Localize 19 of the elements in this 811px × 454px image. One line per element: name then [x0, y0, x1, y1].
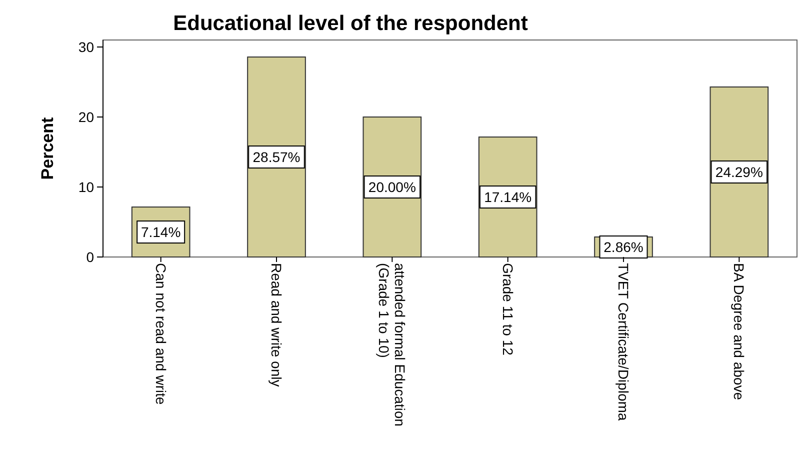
x-tick-label: BA Degree and above: [731, 263, 748, 400]
data-label: 24.29%: [715, 164, 763, 180]
data-label: 28.57%: [252, 149, 300, 166]
x-tick-label: Can not read and write: [152, 263, 169, 405]
x-tick-label: attended formal Education (Grade 1 to 10): [376, 263, 408, 426]
data-label: 20.00%: [368, 179, 416, 195]
y-tick-label: 30: [78, 39, 94, 55]
data-label: 7.14%: [140, 224, 181, 240]
x-tick-label: Read and write only: [268, 263, 284, 387]
bar: [247, 56, 306, 258]
chart-title: Educational level of the respondent: [173, 12, 528, 35]
y-tick-label: 10: [78, 179, 94, 195]
y-tick-label: 0: [86, 249, 94, 265]
x-tick-label: TVET Certificate/Diploma: [616, 263, 632, 421]
x-tick-label: Grade 11 to 12: [500, 263, 516, 356]
data-label: 2.86%: [604, 238, 644, 255]
y-tick-label: 20: [78, 109, 94, 125]
data-label: 17.14%: [484, 189, 532, 206]
y-axis-title: Percent: [38, 116, 57, 180]
